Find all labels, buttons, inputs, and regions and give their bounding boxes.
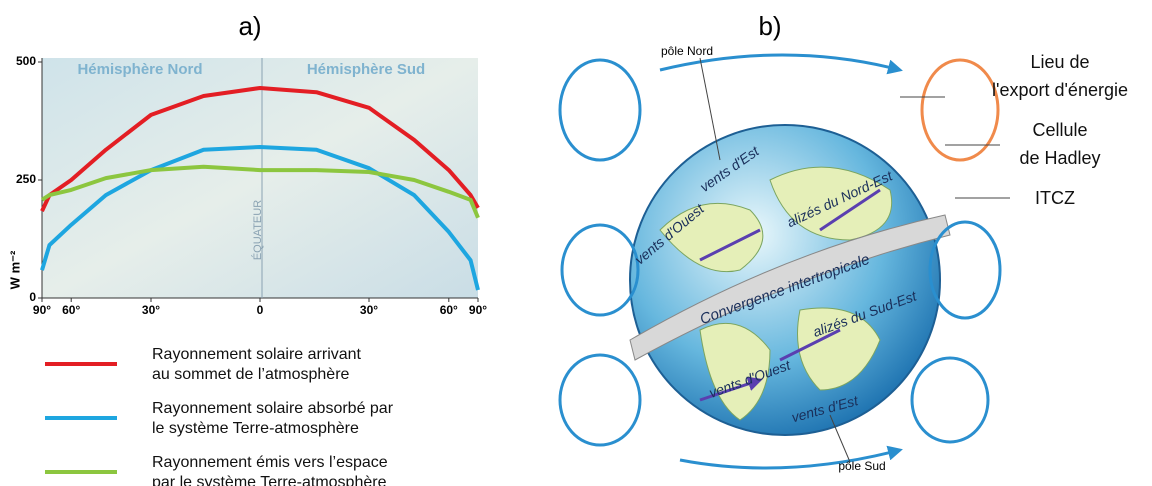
legend-label: Rayonnement solaire arrivant au sommet d… — [152, 346, 361, 383]
y-tick-label: 500 — [16, 54, 36, 68]
x-tick-label: 60° — [440, 303, 458, 317]
data-line — [40, 144, 480, 291]
x-tick-label: 30° — [142, 303, 160, 317]
annotation: Hémisphère Sud — [307, 61, 425, 78]
x-tick-label: 60° — [62, 303, 80, 317]
x-tick-label: 90° — [33, 303, 51, 317]
legend-label: Rayonnement solaire absorbé par le systè… — [152, 400, 394, 437]
globe-illustration — [558, 53, 1010, 470]
x-tick-label: 0 — [257, 303, 264, 317]
legend-swatch — [45, 362, 117, 366]
callout: ITCZ — [1035, 188, 1075, 208]
diagram-label: pôle Nord — [661, 44, 713, 58]
diagram-title: b) — [758, 11, 781, 41]
callout: Lieu de l'export d'énergie — [992, 52, 1128, 100]
data-line — [40, 85, 480, 212]
legend-label: Rayonnement émis vers l’espace par le sy… — [152, 454, 388, 486]
chart-title: a) — [238, 11, 261, 41]
y-axis-label: W m⁻² — [7, 250, 22, 289]
diagram-label: pôle Sud — [838, 459, 885, 473]
data-line — [40, 164, 480, 219]
annotation: Hémisphère Nord — [77, 61, 202, 78]
legend-swatch — [45, 470, 117, 474]
annotation: ÉQUATEUR — [251, 200, 264, 260]
y-tick-label: 0 — [29, 290, 36, 304]
x-tick-label: 30° — [360, 303, 378, 317]
x-tick-label: 90° — [469, 303, 487, 317]
legend-swatch — [45, 416, 117, 420]
y-tick-label: 250 — [16, 172, 36, 186]
callout: Cellule de Hadley — [1019, 120, 1101, 168]
